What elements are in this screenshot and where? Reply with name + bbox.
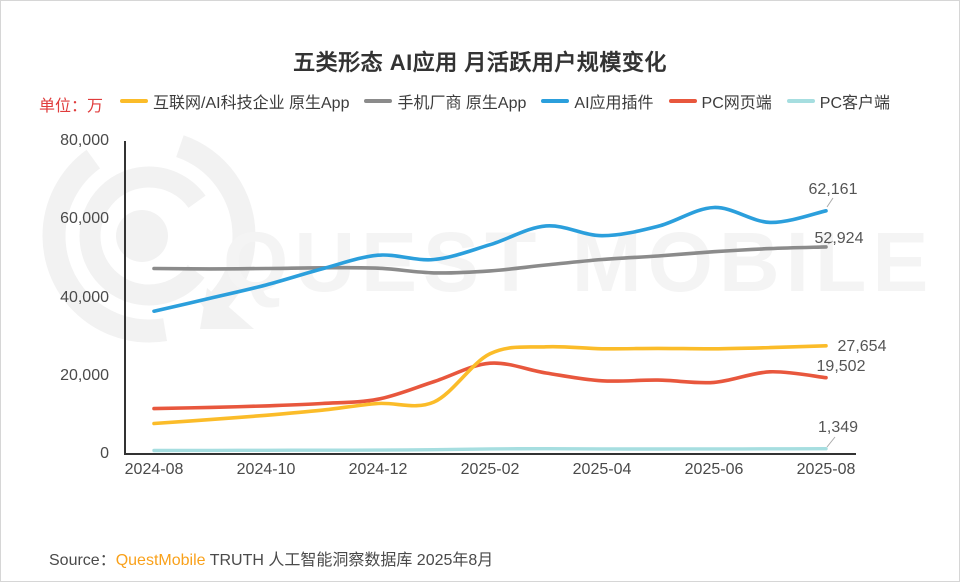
y-axis-label: 80,000 [60,132,109,149]
source-brand: QuestMobile [115,552,206,569]
source-prefix: Source： [49,552,116,569]
chart-title: 五类形态 AI应用 月活跃用户规模变化 [293,50,667,75]
legend-item-label: AI应用插件 [574,95,654,112]
x-axis-label: 2024-12 [348,461,408,478]
series-line-1 [152,245,828,275]
legend-item-phone-vendor-native-app[interactable]: 手机厂商 原生App [364,89,526,113]
series-end-label-ai-plugin: 62,161 [808,181,858,198]
series-line-4 [152,447,828,453]
questmobile-logo-watermark [42,129,256,343]
legend-line-swatch [786,99,815,103]
series-line-2 [152,205,828,313]
end-label-leader-line [827,240,834,245]
legend-item-label: 互联网/AI科技企业 原生App [153,95,350,112]
axis-lines [124,141,856,455]
y-axis-label: 0 [100,445,109,462]
y-axis-label: 20,000 [60,366,109,384]
legend-line-swatch [541,99,570,103]
series-end-label-pc-web: 19,502 [816,358,866,375]
legend-item-label: PC客户端 [819,95,890,112]
series-end-label-pc-client: 1,349 [817,419,859,436]
source-note: Source：QuestMobile TRUTH 人工智能洞察数据库 2025年… [49,546,493,570]
series-line-0 [152,344,828,426]
legend-line-swatch [120,99,148,103]
x-axis-label: 2024-10 [236,461,296,478]
legend-item-label: 手机厂商 原生App [397,95,527,112]
x-axis-label: 2024-08 [124,461,184,478]
legend: 互联网/AI科技企业 原生App 手机厂商 原生App AI应用插件 PC网页端… [61,89,949,113]
unit-label: 单位：万 [39,98,104,115]
end-label-leader-line [826,436,836,448]
y-axis-label: 60,000 [60,210,109,228]
legend-line-swatch [668,99,697,103]
legend-item-label: PC网页端 [701,95,772,112]
x-axis-label: 2025-06 [684,461,744,478]
end-label-leader-line [826,197,834,208]
x-axis-label: 2025-02 [460,461,520,478]
x-axis-label: 2025-04 [572,461,632,478]
legend-item-pc-client[interactable]: PC客户端 [786,89,890,113]
legend-item-ai-plugin[interactable]: AI应用插件 [541,89,654,113]
source-suffix: TRUTH 人工智能洞察数据库 2025年8月 [205,552,494,569]
series-end-label-phone-vendor-native-app: 52,924 [814,230,864,247]
legend-item-internet-native-app[interactable]: 互联网/AI科技企业 原生App [120,89,349,113]
legend-item-pc-web[interactable]: PC网页端 [668,89,772,113]
series-end-label-internet-native-app: 27,654 [837,338,887,355]
x-axis-label: 2025-08 [796,461,856,478]
y-axis-label: 40,000 [60,288,109,306]
legend-line-swatch [364,99,393,103]
series-line-3 [152,361,828,411]
